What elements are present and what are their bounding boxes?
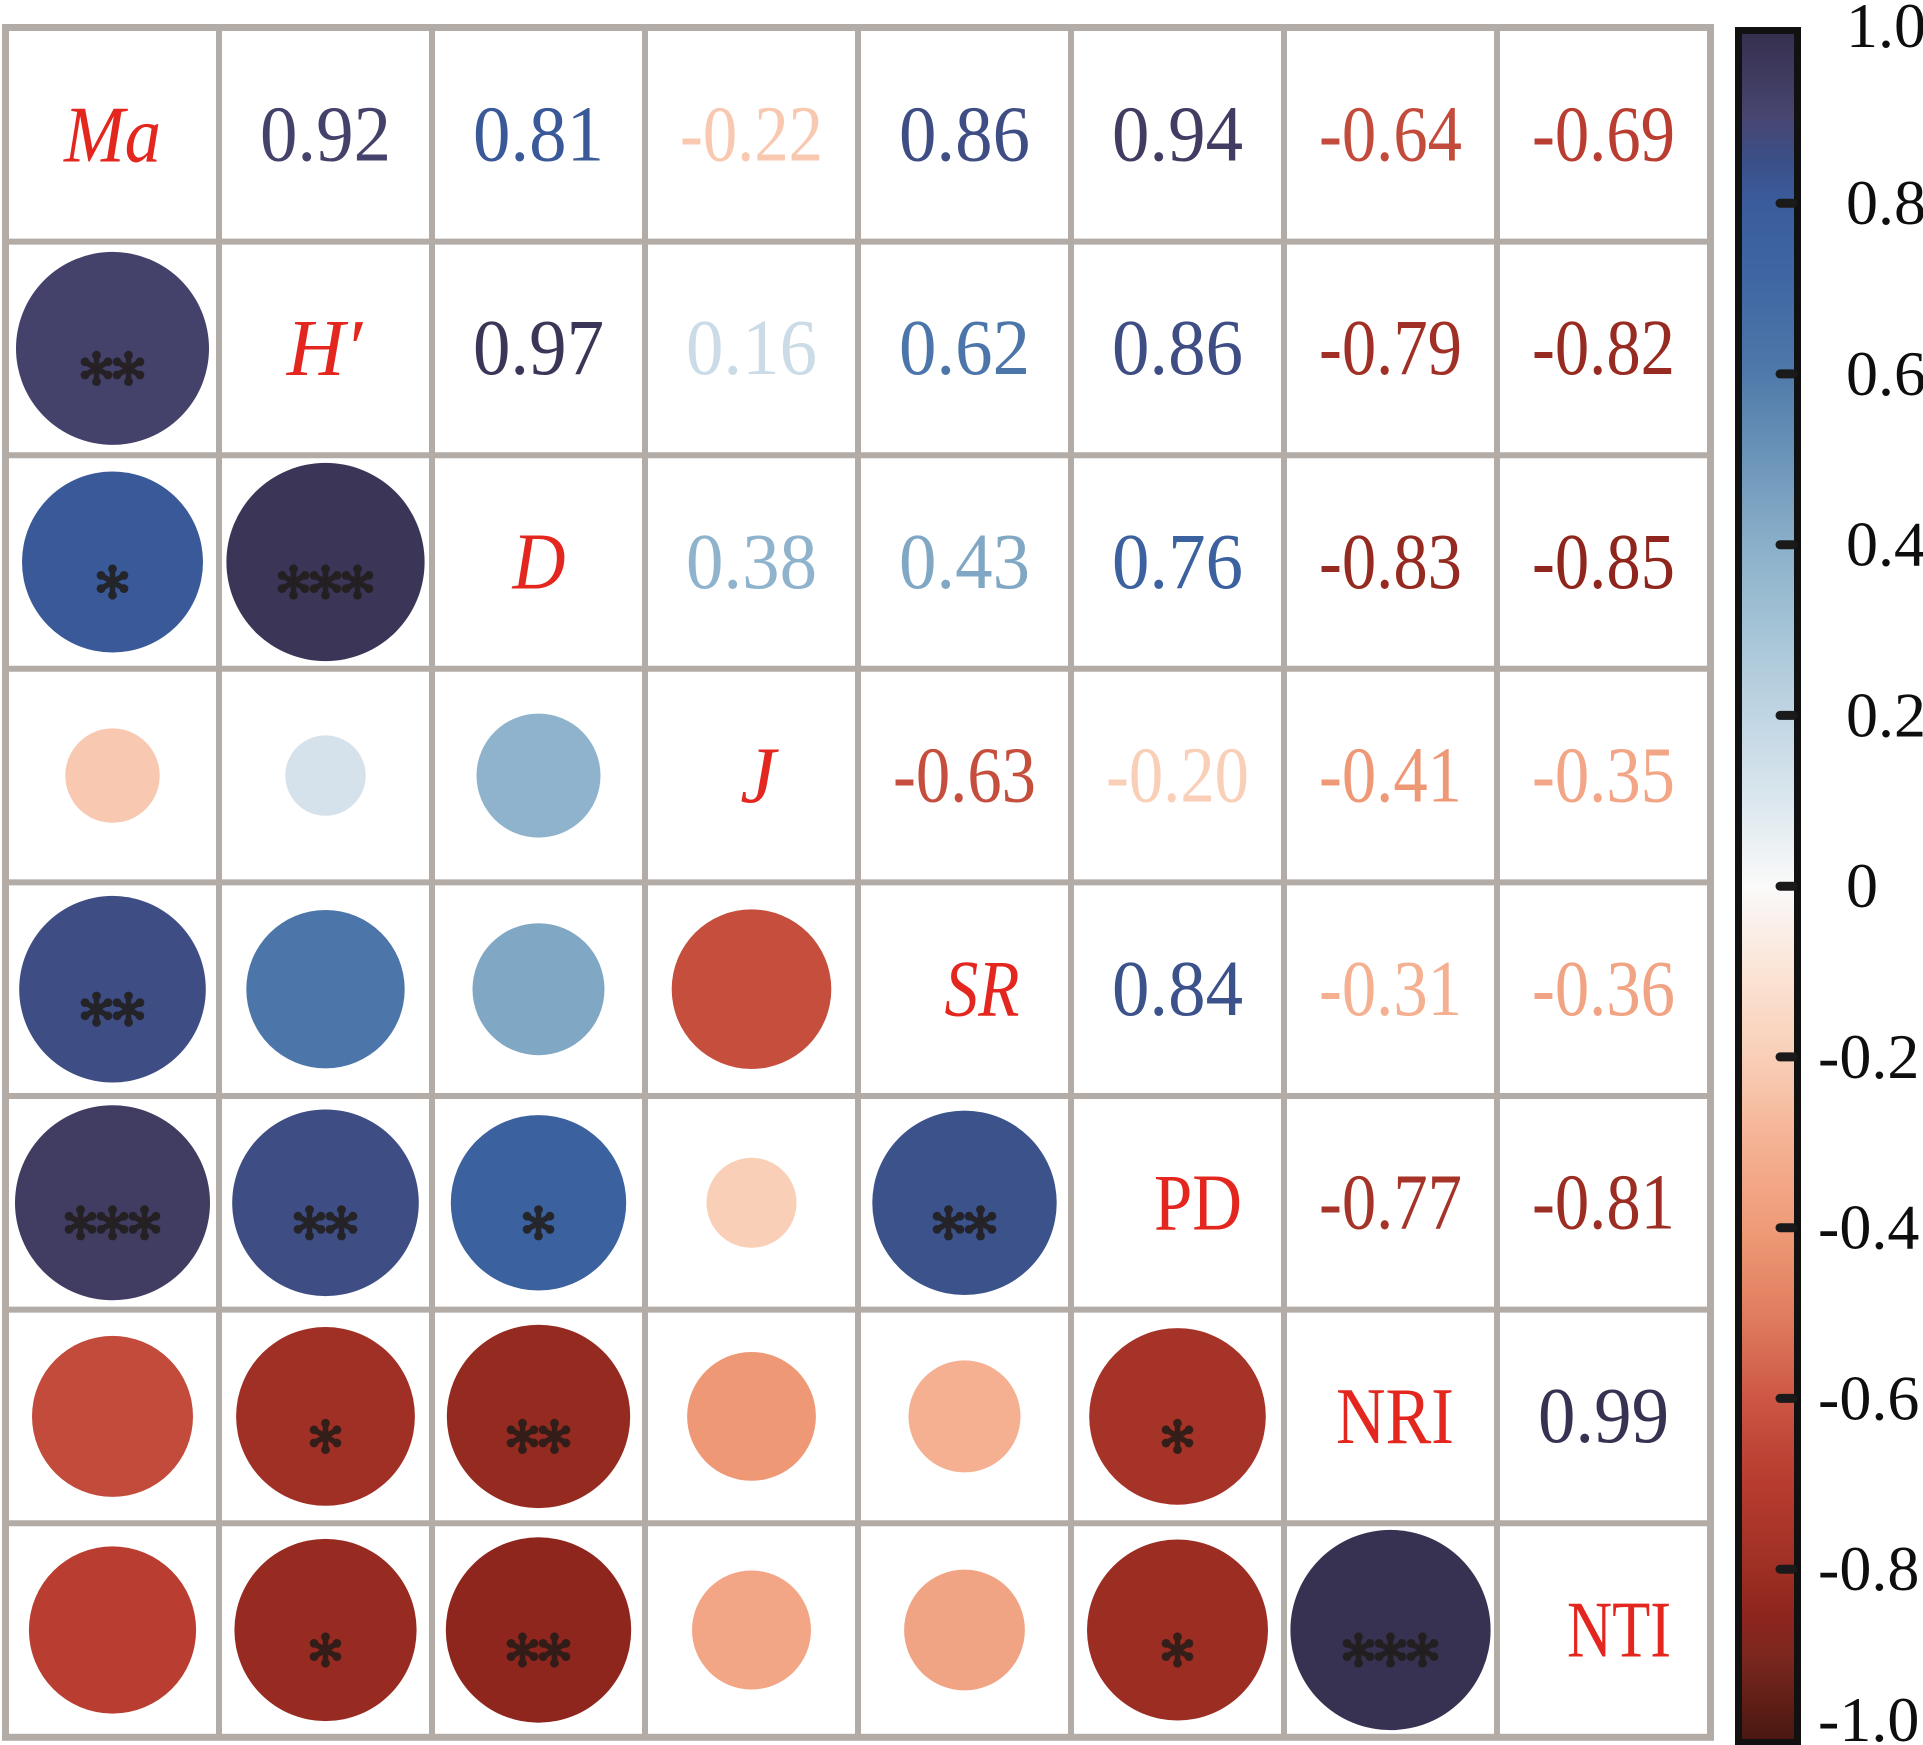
svg-text:0.97: 0.97 [473,305,604,392]
svg-text:0.4: 0.4 [1846,509,1923,580]
svg-text:0.43: 0.43 [899,519,1030,606]
svg-text:0.76: 0.76 [1112,519,1243,606]
svg-text:-0.81: -0.81 [1532,1160,1675,1247]
svg-text:0.94: 0.94 [1112,92,1243,179]
svg-text:0.8: 0.8 [1846,167,1923,238]
svg-text:-0.41: -0.41 [1319,732,1462,819]
svg-text:0.86: 0.86 [899,92,1030,179]
svg-text:-0.85: -0.85 [1532,519,1675,606]
svg-text:-0.64: -0.64 [1319,92,1462,179]
svg-text:0.38: 0.38 [686,519,817,606]
svg-text:0.62: 0.62 [899,305,1030,392]
svg-text:0.2: 0.2 [1846,679,1923,750]
svg-text:-0.35: -0.35 [1532,732,1675,819]
svg-text:J: J [740,732,779,820]
svg-text:1.0: 1.0 [1846,0,1923,61]
svg-text:D: D [512,519,566,607]
svg-text:-0.77: -0.77 [1319,1160,1462,1247]
svg-text:-0.69: -0.69 [1532,92,1675,179]
svg-text:0.92: 0.92 [260,92,391,179]
svg-text:0.16: 0.16 [686,305,817,392]
svg-text:-1.0: -1.0 [1818,1684,1919,1745]
svg-text:0.81: 0.81 [473,92,604,179]
svg-text:-0.22: -0.22 [680,92,823,179]
svg-text:SR: SR [945,946,1020,1034]
svg-text:-0.2: -0.2 [1818,1021,1919,1092]
svg-text:-0.63: -0.63 [893,732,1036,819]
svg-text:NRI: NRI [1336,1373,1454,1461]
svg-text:0.84: 0.84 [1112,946,1243,1033]
svg-text:-0.20: -0.20 [1106,732,1249,819]
svg-text:H′: H′ [286,305,364,393]
svg-text:-0.82: -0.82 [1532,305,1675,392]
svg-text:NTI: NTI [1567,1587,1671,1675]
svg-text:0.6: 0.6 [1846,338,1923,409]
svg-text:-0.83: -0.83 [1319,519,1462,606]
svg-text:-0.6: -0.6 [1818,1362,1919,1433]
svg-text:Ma: Ma [63,91,161,179]
svg-text:PD: PD [1154,1159,1242,1247]
svg-text:0: 0 [1846,850,1878,921]
svg-text:-0.8: -0.8 [1818,1533,1919,1604]
svg-text:-0.36: -0.36 [1532,946,1675,1033]
svg-text:-0.4: -0.4 [1818,1192,1919,1263]
svg-text:-0.31: -0.31 [1319,946,1462,1033]
svg-text:0.86: 0.86 [1112,305,1243,392]
svg-text:-0.79: -0.79 [1319,305,1462,392]
svg-text:0.99: 0.99 [1538,1373,1669,1460]
